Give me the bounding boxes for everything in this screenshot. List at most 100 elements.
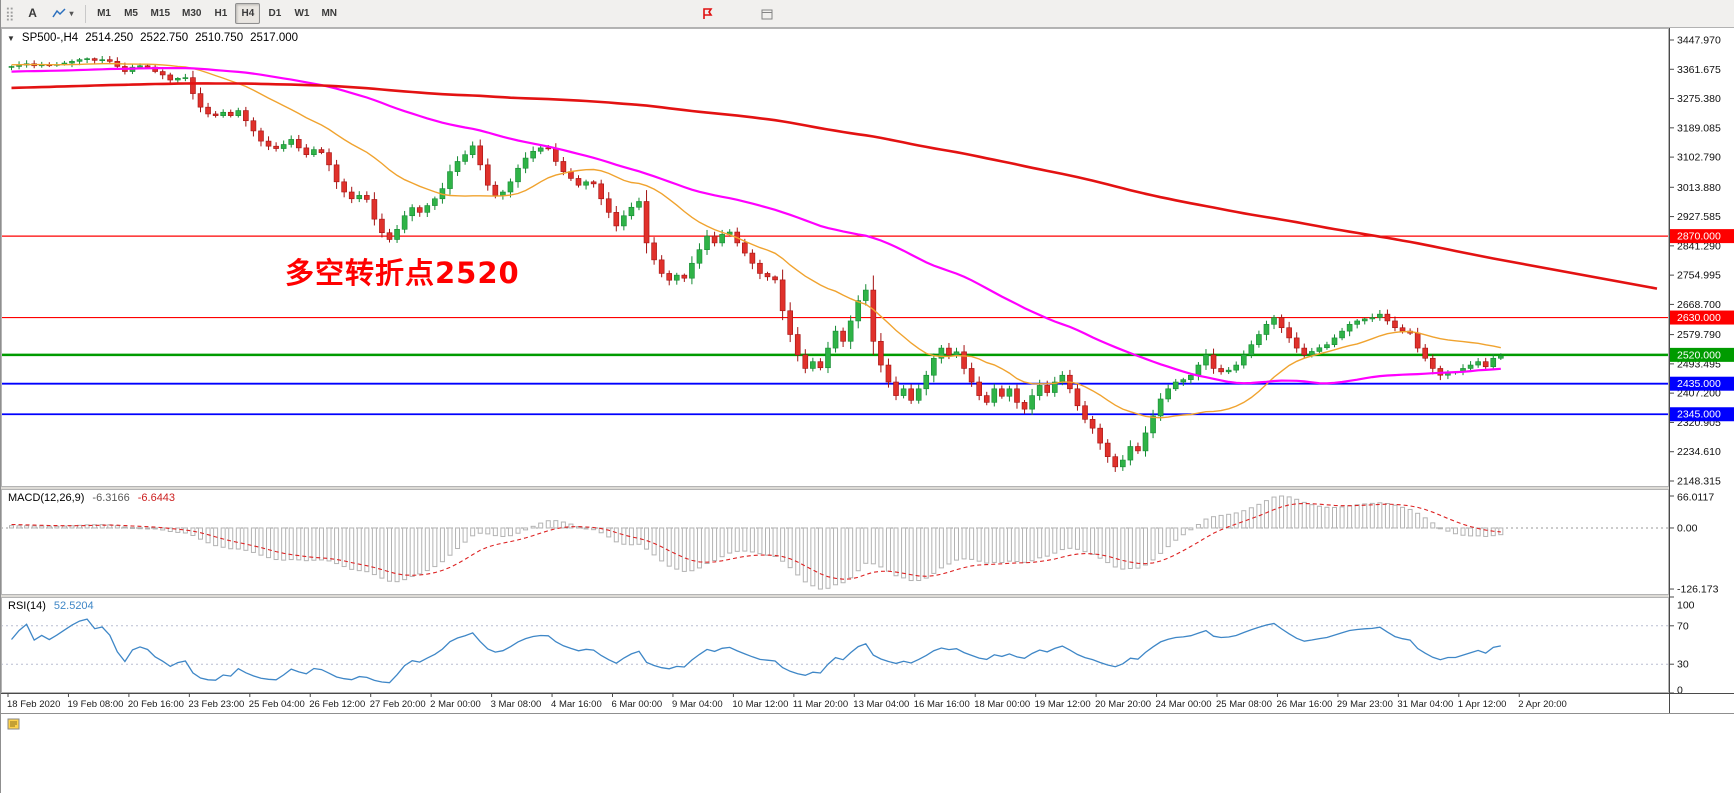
rsi-axis-label: 70	[1677, 620, 1689, 632]
indicator-zigzag-icon	[51, 8, 66, 18]
price-line-badge-label: 2870.000	[1677, 231, 1721, 243]
macd-signal-value: -6.6443	[137, 492, 176, 504]
time-axis-label: 19 Mar 12:00	[1035, 699, 1091, 710]
macd-main-value: -6.3166	[92, 492, 130, 504]
time-axis-label: 4 Mar 16:00	[551, 699, 602, 710]
price-line-badge	[1670, 407, 1734, 422]
timeframe-button-m30[interactable]: M30	[177, 3, 206, 24]
time-axis-label: 25 Mar 08:00	[1216, 699, 1272, 710]
chart-canvas[interactable]: 3447.970 3361.675 3275.380 3189.085 3102.790…	[1, 28, 1734, 713]
price-axis-label: 2668.700	[1677, 299, 1721, 311]
time-axis-label: 26 Mar 16:00	[1276, 699, 1332, 710]
price-axis-label: 3189.085	[1677, 122, 1721, 134]
time-axis-label: 13 Mar 04:00	[853, 699, 909, 710]
text-tool-button[interactable]: A	[22, 3, 44, 24]
macd-layer	[1, 495, 1669, 590]
time-axis-label: 11 Mar 20:00	[793, 699, 848, 710]
price-axis-label: 3102.790	[1677, 152, 1721, 164]
chart-title: ▼ SP500-,H4 2514.250 2522.750 2510.750 2…	[7, 32, 298, 44]
time-axis-label: 27 Feb 20:00	[370, 699, 426, 710]
ohlc-high: 2522.750	[140, 32, 189, 44]
time-axis-label: 20 Feb 16:00	[128, 699, 184, 710]
time-axis-label: 19 Feb 08:00	[67, 699, 123, 710]
ma-60-line	[11, 66, 1501, 385]
status-bar	[1, 713, 1734, 793]
price-axis[interactable]: 3447.970 3361.675 3275.380 3189.085 3102.790…	[1669, 28, 1734, 713]
ma-200-line	[11, 82, 1658, 290]
toolbar: ⣿ A ▾ M1 M5 M15 M30 H1 H4 D1 W1 MN	[1, 0, 1734, 28]
price-axis-label: 3013.880	[1677, 182, 1721, 194]
rsi-axis-label: 30	[1677, 659, 1689, 671]
status-icon	[7, 717, 21, 736]
price-axis-label: 2234.610	[1677, 446, 1721, 458]
chevron-down-icon: ▾	[69, 9, 74, 18]
price-axis-label: 2841.290	[1677, 240, 1721, 252]
rsi-value: 52.5204	[53, 600, 94, 612]
timeframe-button-w1[interactable]: W1	[289, 3, 314, 24]
window-icon[interactable]	[760, 7, 774, 21]
toolbar-grip-icon[interactable]: ⣿	[5, 6, 15, 21]
rsi-label: RSI(14)	[8, 600, 46, 612]
price-line-badge	[1670, 229, 1734, 244]
time-axis[interactable]: 18 Feb 2020 19 Feb 08:00 20 Feb 16:00 23 Fe…	[1, 693, 1734, 714]
time-axis-label: 2 Apr 20:00	[1518, 699, 1567, 710]
timeframe-button-m5[interactable]: M5	[119, 3, 144, 24]
price-axis-label: 2927.585	[1677, 211, 1721, 223]
time-axis-label: 2 Mar 00:00	[430, 699, 481, 710]
time-axis-label: 6 Mar 00:00	[612, 699, 663, 710]
indicators-button[interactable]: ▾	[46, 3, 79, 24]
macd-label: MACD(12,26,9)	[8, 492, 85, 504]
chart-area[interactable]: 3447.970 3361.675 3275.380 3189.085 3102.790…	[1, 28, 1734, 713]
time-axis-label: 9 Mar 04:00	[672, 699, 723, 710]
time-axis-label: 24 Mar 00:00	[1156, 699, 1212, 710]
price-line-badge-label: 2435.000	[1677, 378, 1721, 390]
price-axis-label: 3361.675	[1677, 64, 1721, 76]
price-line-badge-label: 2520.000	[1677, 349, 1721, 361]
macd-axis-label: 0.00	[1677, 522, 1698, 534]
price-axis-label: 2579.790	[1677, 329, 1721, 341]
macd-axis-label: -126.173	[1677, 584, 1719, 596]
timeframe-button-h1[interactable]: H1	[208, 3, 233, 24]
timeframe-button-h4[interactable]: H4	[235, 3, 261, 24]
time-axis-label: 3 Mar 08:00	[491, 699, 542, 710]
time-axis-label: 10 Mar 12:00	[732, 699, 788, 710]
panel-splitter-1[interactable]	[1, 487, 1734, 489]
rsi-panel-label: RSI(14) 52.5204	[8, 600, 94, 612]
panel-frames-layer	[1, 28, 1669, 693]
rsi-layer	[1, 618, 1669, 684]
price-line-badge-label: 2345.000	[1677, 409, 1721, 421]
ohlc-open: 2514.250	[85, 32, 134, 44]
moving-averages-layer	[11, 62, 1658, 419]
timeframe-button-d1[interactable]: D1	[262, 3, 287, 24]
time-axis-label: 29 Mar 23:00	[1337, 699, 1393, 710]
panel-splitter-2[interactable]	[1, 595, 1734, 597]
red-marker-icon[interactable]	[700, 7, 714, 21]
macd-axis-label: 66.0117	[1677, 492, 1714, 504]
chart-annotation-text[interactable]: 多空转折点2520	[285, 256, 520, 290]
price-axis-label: 3275.380	[1677, 93, 1721, 105]
time-axis-label: 18 Mar 00:00	[974, 699, 1030, 710]
time-axis-label: 26 Feb 12:00	[309, 699, 365, 710]
rsi-axis-label: 0	[1677, 685, 1683, 697]
candles-layer	[8, 55, 1504, 472]
horizontal-lines-layer	[1, 235, 1669, 416]
price-line-badge-label: 2630.000	[1677, 312, 1721, 324]
ohlc-low: 2510.750	[195, 32, 244, 44]
time-axis-label: 18 Feb 2020	[7, 699, 60, 710]
macd-panel-label: MACD(12,26,9) -6.3166 -6.6443	[8, 492, 175, 504]
time-axis-label: 1 Apr 12:00	[1458, 699, 1507, 710]
price-axis-label: 3447.970	[1677, 34, 1721, 46]
price-axis-label: 2148.315	[1677, 475, 1721, 487]
timeframe-button-mn[interactable]: MN	[316, 3, 342, 24]
price-line-badge	[1670, 347, 1734, 362]
timeframe-button-m1[interactable]: M1	[92, 3, 117, 24]
toolbar-separator	[84, 4, 86, 23]
ma-20-line	[11, 62, 1501, 419]
timeframe-button-m15[interactable]: M15	[146, 3, 175, 24]
rsi-axis-label: 100	[1677, 600, 1695, 612]
time-axis-label: 23 Feb 23:00	[188, 699, 244, 710]
collapse-triangle-icon[interactable]: ▼	[7, 33, 15, 43]
price-line-badge	[1670, 310, 1734, 325]
time-axis-label: 16 Mar 16:00	[914, 699, 970, 710]
